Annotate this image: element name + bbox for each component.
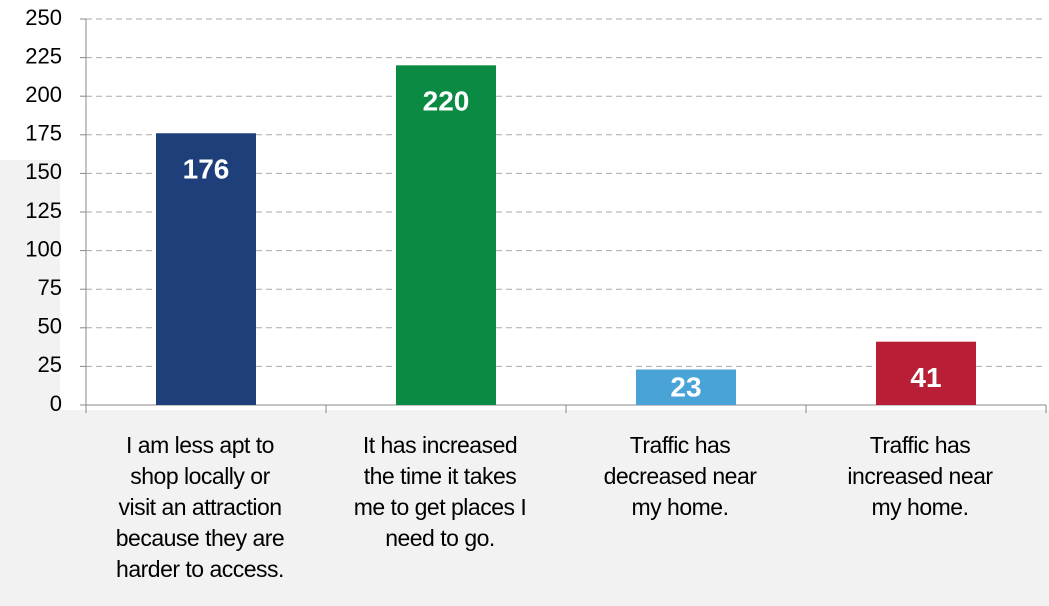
data-label: 41 — [910, 362, 941, 393]
y-tick-label: 100 — [25, 236, 62, 261]
x-tick-label: Traffic has decreased near my home. — [603, 432, 757, 520]
y-tick-label: 75 — [38, 275, 62, 300]
data-label: 176 — [183, 154, 230, 185]
y-tick-label: 175 — [25, 121, 62, 146]
data-label: 23 — [670, 372, 701, 403]
y-tick-label: 225 — [25, 43, 62, 68]
data-label: 220 — [423, 86, 470, 117]
y-tick-label: 50 — [38, 314, 62, 339]
x-tick-label: It has increased the time it takes me to… — [353, 432, 527, 551]
bar — [876, 341, 976, 405]
bar — [396, 65, 496, 405]
y-tick-label: 200 — [25, 82, 62, 107]
y-tick-label: 0 — [50, 391, 62, 416]
x-tick-label: Traffic has increased near my home. — [847, 432, 993, 520]
y-tick-label: 25 — [38, 352, 62, 377]
x-tick-label: I am less apt to shop locally or visit a… — [115, 432, 285, 582]
bar — [156, 133, 256, 406]
y-tick-label: 125 — [25, 198, 62, 223]
y-tick-label: 250 — [25, 5, 62, 30]
y-tick-label: 150 — [25, 159, 62, 184]
bar — [636, 369, 736, 405]
